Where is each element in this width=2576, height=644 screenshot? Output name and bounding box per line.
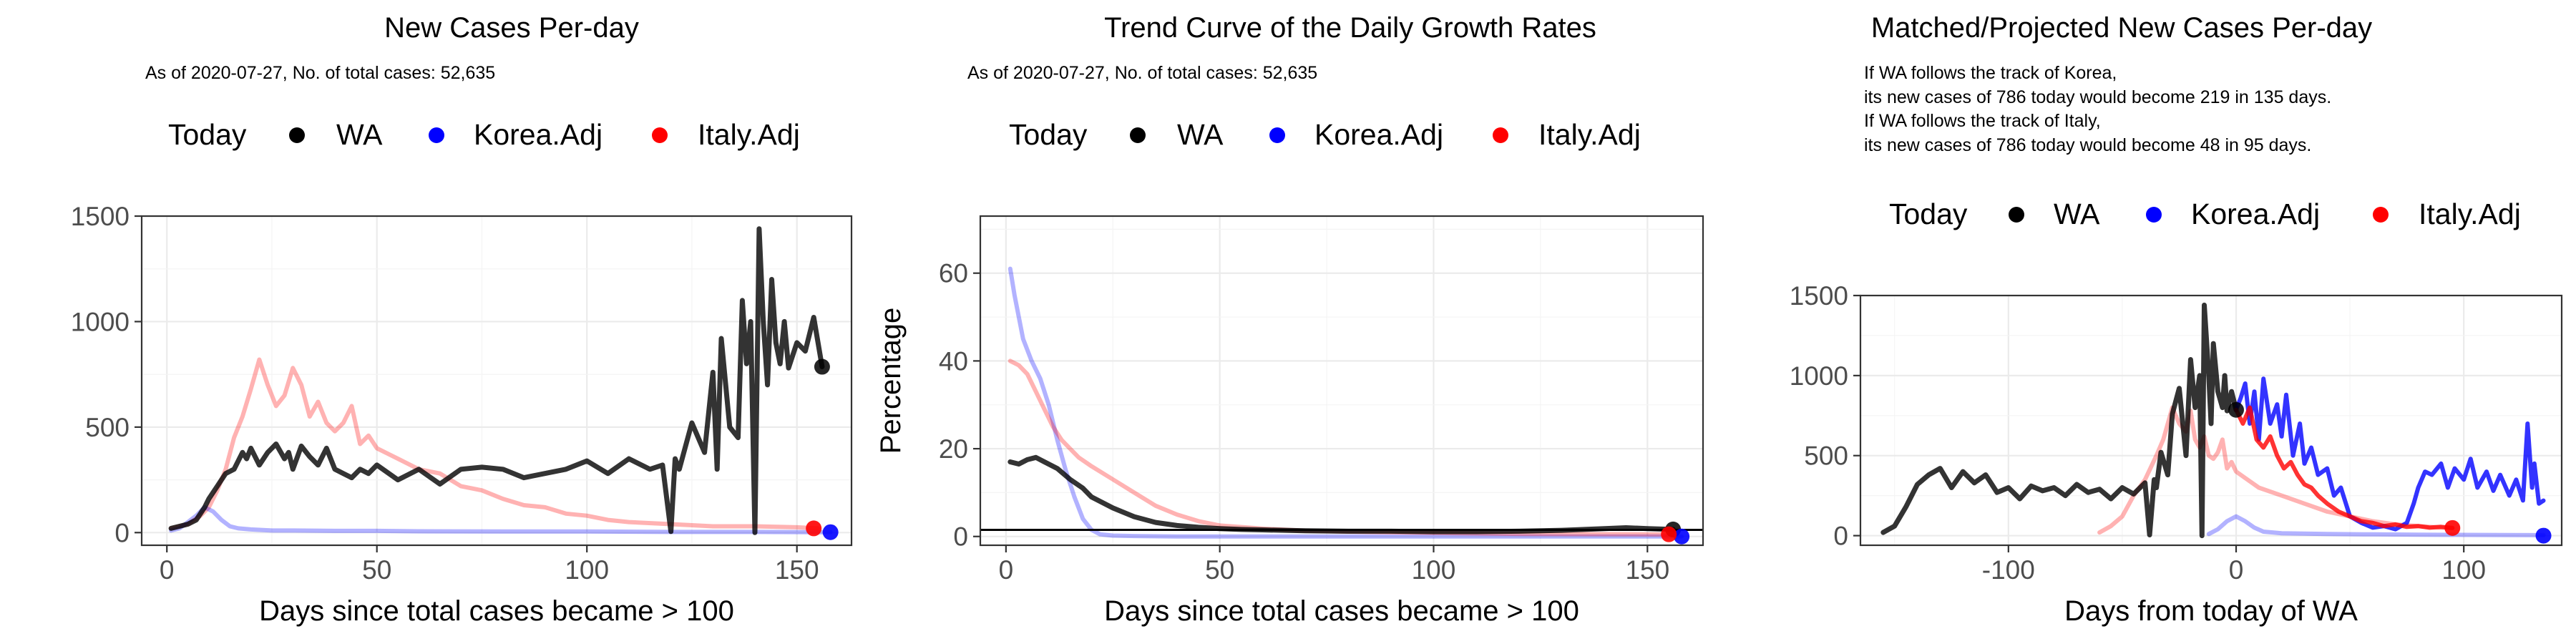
chart-subtitle-line: its new cases of 786 today would become … [1864, 135, 2311, 155]
legend-marker-wa [289, 127, 305, 143]
today-marker-korea-adj [2535, 527, 2552, 544]
legend-title: Today [1889, 197, 1968, 230]
x-tick-label: 0 [999, 555, 1014, 585]
plot-border [1859, 294, 2563, 547]
legend-label: Korea.Adj [474, 118, 602, 151]
series-line-italy-adj-faded [169, 357, 820, 531]
y-tick-label: 1500 [71, 202, 130, 231]
series-group [168, 226, 833, 535]
plot-background [980, 216, 1703, 545]
chart-legend: Today WA Korea.Adj Italy.Adj [1889, 197, 2521, 230]
y-tick-label: 60 [939, 259, 968, 288]
legend-marker-korea-adj [1269, 127, 1285, 143]
chart-panel-1: New Cases Per-day As of 2020-07-27, No. o… [71, 12, 853, 627]
x-axis-title: Days since total cases became > 100 [259, 595, 734, 627]
x-tick-label: 100 [1412, 555, 1456, 585]
legend-marker-korea-adj [2146, 207, 2162, 223]
today-marker-italy-adj [2444, 519, 2461, 536]
y-tick-label: 0 [953, 522, 968, 552]
y-tick-label: 500 [1804, 441, 1848, 471]
grid-lines [980, 216, 1703, 545]
legend-label: WA [2054, 197, 2100, 230]
today-marker-italy-adj [1661, 526, 1677, 542]
x-tick-label: 0 [160, 555, 175, 585]
today-marker-korea-adj [1674, 528, 1690, 545]
x-tick-label: 50 [362, 555, 391, 585]
series-line-wa [1880, 302, 2239, 539]
y-tick-label: 1500 [1790, 281, 1848, 311]
x-tick-label: 50 [1205, 555, 1234, 585]
y-tick-label: 0 [114, 518, 130, 547]
today-marker-italy-adj [806, 520, 822, 537]
chart-subtitle-line: If WA follows the track of Korea, [1864, 63, 2117, 83]
y-axis-title: Percentage [875, 308, 907, 454]
series-line-korea-adj-faded [1008, 266, 1684, 539]
legend-marker-italy-adj [1493, 127, 1508, 143]
legend-label: Italy.Adj [698, 118, 800, 151]
legend-marker-korea-adj [429, 127, 444, 143]
x-tick-label: 100 [2441, 555, 2486, 585]
legend-label: WA [336, 118, 383, 151]
y-tick-label: 1000 [1790, 361, 1848, 391]
chart-subtitle-line: If WA follows the track of Italy, [1864, 111, 2101, 131]
plot-border [140, 215, 853, 547]
chart-title: Trend Curve of the Daily Growth Rates [1104, 12, 1596, 44]
legend-label: Korea.Adj [2191, 197, 2320, 230]
today-marker-wa [814, 358, 830, 375]
legend-title: Today [168, 118, 247, 151]
y-tick-label: 1000 [71, 307, 130, 336]
legend-label: WA [1177, 118, 1224, 151]
plot-background [142, 216, 852, 545]
today-marker-wa [2228, 401, 2244, 418]
y-tick-label: 40 [939, 346, 968, 376]
plot-border [979, 215, 1704, 547]
chart-title: Matched/Projected New Cases Per-day [1871, 12, 2372, 44]
legend-marker-wa [1130, 127, 1146, 143]
x-tick-label: 150 [1625, 555, 1669, 585]
series-line-wa [168, 226, 825, 535]
legend-label: Korea.Adj [1314, 118, 1443, 151]
chart-subtitle-line: its new cases of 786 today would become … [1864, 87, 2331, 107]
x-axis-title: Days since total cases became > 100 [1104, 595, 1579, 627]
chart-panel-3: Matched/Projected New Cases Per-day If WA… [1790, 12, 2563, 627]
chart-subtitle-line: As of 2020-07-27, No. of total cases: 52… [967, 63, 1317, 83]
chart-title: New Cases Per-day [384, 12, 639, 44]
chart-panel-2: Trend Curve of the Daily Growth Rates As … [875, 12, 1704, 627]
series-line-italy-adj [2234, 405, 2455, 530]
legend-marker-italy-adj [652, 127, 668, 143]
chart-legend: Today WA Korea.Adj Italy.Adj [1009, 118, 1641, 151]
legend-label: Italy.Adj [2419, 197, 2521, 230]
chart-legend: Today WA Korea.Adj Italy.Adj [168, 118, 800, 151]
legend-title: Today [1009, 118, 1088, 151]
y-tick-label: 500 [85, 413, 130, 442]
series-line-korea-adj [2234, 376, 2546, 532]
legend-marker-italy-adj [2373, 207, 2389, 223]
legend-label: Italy.Adj [1538, 118, 1641, 151]
x-tick-label: 0 [2229, 555, 2244, 585]
chart-subtitle-line: As of 2020-07-27, No. of total cases: 52… [145, 63, 495, 83]
legend-marker-wa [2009, 207, 2024, 223]
y-tick-label: 0 [1833, 522, 1848, 551]
x-tick-label: 100 [565, 555, 609, 585]
x-axis-title: Days from today of WA [2064, 595, 2358, 627]
y-tick-label: 20 [939, 434, 968, 464]
x-tick-label: 150 [775, 555, 819, 585]
x-tick-label: -100 [1982, 555, 2035, 585]
today-marker-korea-adj [822, 524, 839, 540]
